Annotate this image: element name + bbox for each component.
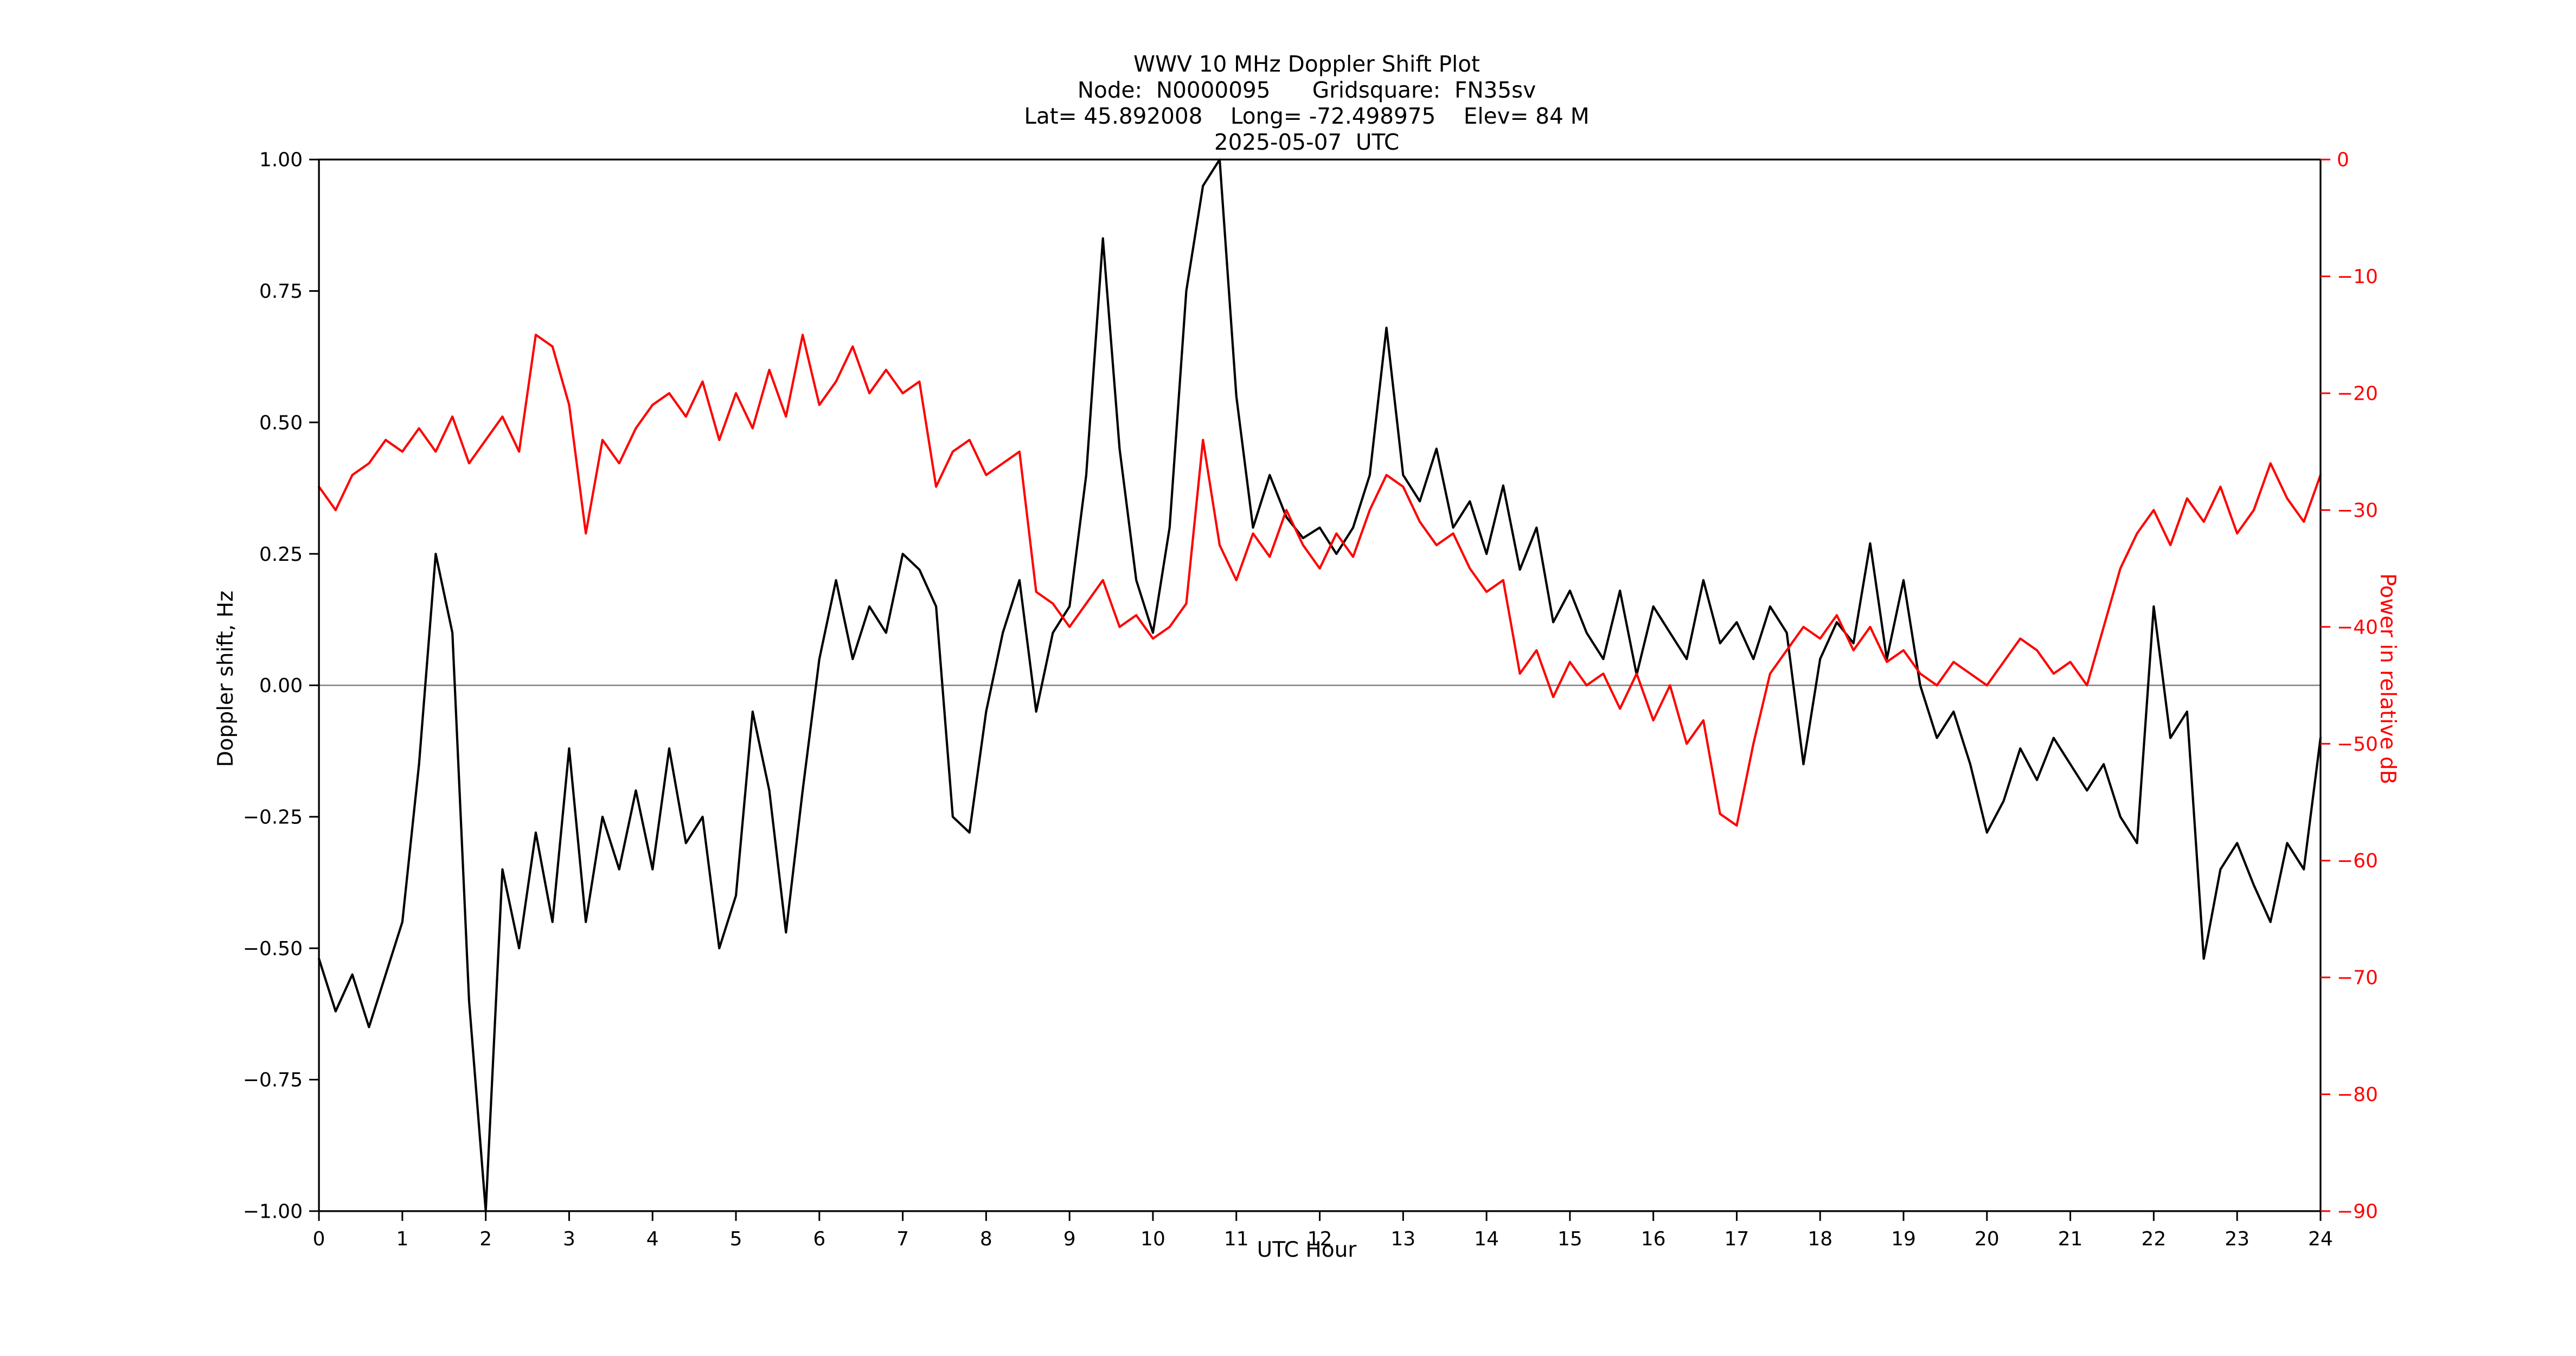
x-tick-label: 22 [2141, 1228, 2166, 1250]
left-tick-label: 0.00 [259, 675, 303, 697]
right-tick-label: −80 [2337, 1084, 2378, 1106]
plot-area: 1.00 0.75 0.50 0.25 0.00 −0.25 −0.50 −0.75 −1.00… [243, 149, 2378, 1250]
x-tick-label: 8 [980, 1228, 992, 1250]
x-tick-label: 14 [1474, 1228, 1499, 1250]
x-tick-label: 9 [1063, 1228, 1076, 1250]
left-tick-label: 0.75 [259, 280, 303, 303]
x-tick-label: 13 [1390, 1228, 1415, 1250]
right-axis-label: Power in relative dB [2375, 573, 2400, 784]
plot-subtitle-coords: Lat= 45.892008 Long= -72.498975 Elev= 84… [1024, 103, 1589, 129]
power-line [318, 334, 2322, 827]
right-tick-label: −10 [2337, 266, 2378, 288]
plot-title: WWV 10 MHz Doppler Shift Plot [1133, 51, 1480, 77]
x-tick-label: 18 [1808, 1228, 1832, 1250]
right-tick-label: −50 [2337, 733, 2378, 756]
doppler-line [318, 158, 2322, 1212]
x-tick-label: 21 [2058, 1228, 2083, 1250]
right-tick-label: −20 [2337, 383, 2378, 405]
x-tick-label: 6 [813, 1228, 825, 1250]
left-tick-label: 0.50 [259, 412, 303, 434]
left-axis-label: Doppler shift, Hz [214, 591, 238, 767]
left-tick-label: −0.25 [243, 806, 303, 828]
plot-subtitle-node: Node: N0000095 Gridsquare: FN35sv [1078, 77, 1536, 103]
x-tick-label: 11 [1224, 1228, 1249, 1250]
x-tick-label: 23 [2225, 1228, 2250, 1250]
right-tick-label: 0 [2337, 149, 2349, 171]
right-tick-label: −90 [2337, 1200, 2378, 1223]
x-tick-label: 4 [646, 1228, 659, 1250]
x-tick-label: 15 [1558, 1228, 1582, 1250]
x-tick-label: 0 [313, 1228, 325, 1250]
left-tick-label: 0.25 [259, 543, 303, 566]
x-tick-label: 2 [479, 1228, 492, 1250]
left-tick-label: −0.75 [243, 1069, 303, 1091]
right-tick-label: −30 [2337, 500, 2378, 522]
x-tick-label: 24 [2308, 1228, 2333, 1250]
x-tick-label: 5 [730, 1228, 742, 1250]
x-tick-label: 7 [896, 1228, 909, 1250]
right-tick-label: −60 [2337, 850, 2378, 872]
x-axis-label: UTC Hour [1257, 1238, 1357, 1262]
x-tick-label: 16 [1641, 1228, 1666, 1250]
plot-subtitle-date: 2025-05-07 UTC [1214, 129, 1399, 155]
x-tick-label: 3 [563, 1228, 575, 1250]
x-tick-label: 20 [1975, 1228, 2000, 1250]
x-tick-label: 1 [396, 1228, 408, 1250]
x-tick-label: 12 [1308, 1228, 1332, 1250]
x-tick-label: 19 [1891, 1228, 1916, 1250]
left-tick-label: 1.00 [259, 149, 303, 171]
right-tick-label: −40 [2337, 616, 2378, 638]
x-tick-label: 10 [1140, 1228, 1165, 1250]
left-tick-label: −1.00 [243, 1200, 303, 1223]
x-tick-label: 17 [1725, 1228, 1750, 1250]
right-tick-label: −70 [2337, 967, 2378, 989]
left-tick-label: −0.50 [243, 938, 303, 960]
